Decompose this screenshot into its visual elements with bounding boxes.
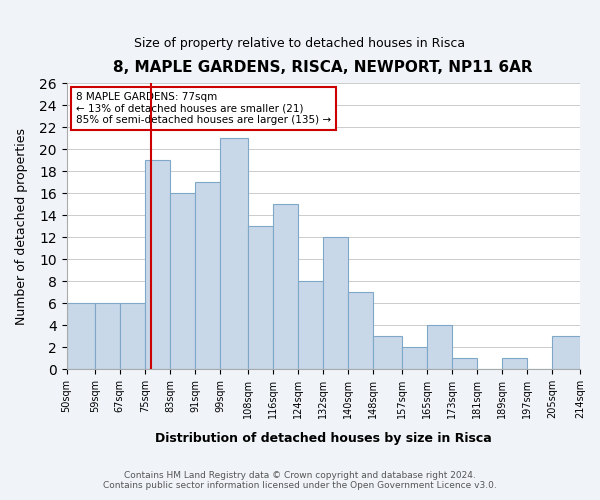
- Bar: [95, 303, 120, 369]
- Bar: [273, 204, 298, 369]
- Bar: [552, 336, 580, 369]
- Bar: [349, 292, 373, 369]
- Bar: [323, 237, 349, 369]
- Bar: [373, 336, 401, 369]
- Bar: [248, 226, 273, 369]
- Bar: [401, 347, 427, 369]
- Bar: [195, 182, 220, 369]
- Title: 8, MAPLE GARDENS, RISCA, NEWPORT, NP11 6AR: 8, MAPLE GARDENS, RISCA, NEWPORT, NP11 6…: [113, 60, 533, 75]
- Bar: [170, 193, 195, 369]
- Text: Contains HM Land Registry data © Crown copyright and database right 2024.
Contai: Contains HM Land Registry data © Crown c…: [103, 470, 497, 490]
- X-axis label: Distribution of detached houses by size in Risca: Distribution of detached houses by size …: [155, 432, 491, 445]
- Y-axis label: Number of detached properties: Number of detached properties: [15, 128, 28, 324]
- Bar: [427, 325, 452, 369]
- Bar: [220, 138, 248, 369]
- Text: 8 MAPLE GARDENS: 77sqm
← 13% of detached houses are smaller (21)
85% of semi-det: 8 MAPLE GARDENS: 77sqm ← 13% of detached…: [76, 92, 331, 125]
- Bar: [298, 281, 323, 369]
- Bar: [452, 358, 476, 369]
- Bar: [145, 160, 170, 369]
- Bar: [67, 303, 95, 369]
- Bar: [502, 358, 527, 369]
- Bar: [120, 303, 145, 369]
- Text: Size of property relative to detached houses in Risca: Size of property relative to detached ho…: [134, 38, 466, 51]
